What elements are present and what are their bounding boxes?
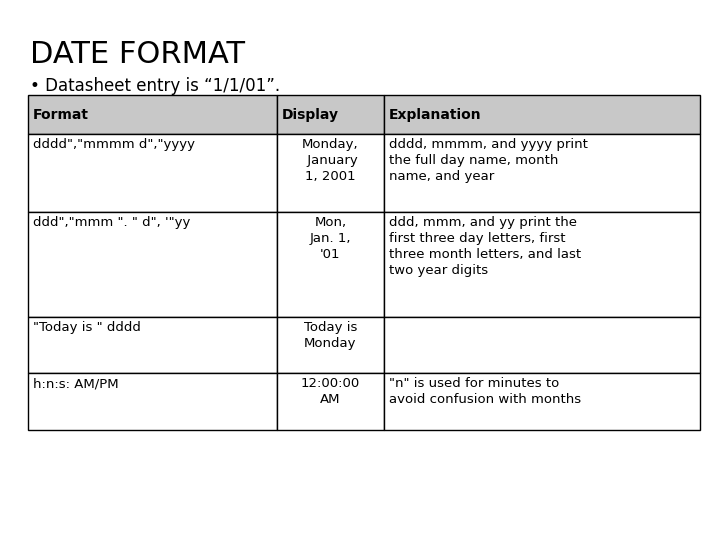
Text: 12:00:00
AM: 12:00:00 AM bbox=[301, 377, 360, 407]
Text: ddd, mmm, and yy print the
first three day letters, first
three month letters, a: ddd, mmm, and yy print the first three d… bbox=[389, 217, 581, 278]
Text: "n" is used for minutes to
avoid confusion with months: "n" is used for minutes to avoid confusi… bbox=[389, 377, 581, 407]
Bar bbox=[276, 373, 384, 430]
Bar bbox=[276, 212, 384, 317]
Bar bbox=[384, 95, 700, 134]
Bar bbox=[276, 95, 384, 134]
Bar bbox=[28, 317, 276, 373]
Text: Explanation: Explanation bbox=[389, 107, 482, 122]
Text: Monday,
 January
1, 2001: Monday, January 1, 2001 bbox=[302, 138, 359, 183]
Bar bbox=[28, 95, 276, 134]
Text: dddd, mmmm, and yyyy print
the full day name, month
name, and year: dddd, mmmm, and yyyy print the full day … bbox=[389, 138, 588, 183]
Bar bbox=[28, 134, 276, 212]
Text: Format: Format bbox=[33, 107, 89, 122]
Bar bbox=[276, 134, 384, 212]
Bar bbox=[28, 212, 276, 317]
Text: h:n:s: AM/PM: h:n:s: AM/PM bbox=[33, 377, 119, 390]
Text: • Datasheet entry is “1/1/01”.: • Datasheet entry is “1/1/01”. bbox=[30, 77, 280, 95]
Bar bbox=[384, 212, 700, 317]
Text: dddd","mmmm d","yyyy: dddd","mmmm d","yyyy bbox=[33, 138, 195, 151]
Text: Display: Display bbox=[282, 107, 338, 122]
Bar bbox=[384, 317, 700, 373]
Bar bbox=[276, 317, 384, 373]
Bar bbox=[384, 134, 700, 212]
Bar bbox=[28, 373, 276, 430]
Text: "Today is " dddd: "Today is " dddd bbox=[33, 321, 141, 334]
Text: Today is
Monday: Today is Monday bbox=[304, 321, 357, 350]
Text: DATE FORMAT: DATE FORMAT bbox=[30, 40, 245, 69]
Text: Mon,
Jan. 1,
'01: Mon, Jan. 1, '01 bbox=[310, 217, 351, 261]
Bar bbox=[384, 373, 700, 430]
Text: ddd","mmm ". " d", '"yy: ddd","mmm ". " d", '"yy bbox=[33, 217, 190, 230]
